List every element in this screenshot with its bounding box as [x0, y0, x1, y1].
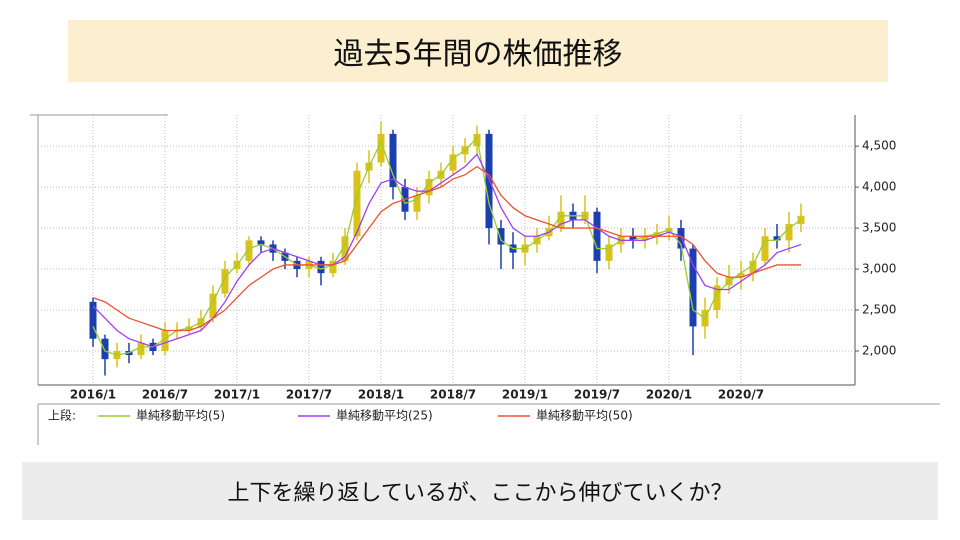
legend-label: 単純移動平均(25) [336, 409, 433, 423]
x-tick-label: 2019/7 [574, 388, 620, 402]
candle-body [449, 154, 457, 171]
x-tick-label: 2018/7 [430, 388, 476, 402]
candle-body [317, 260, 325, 274]
candle-body [689, 248, 697, 327]
x-tick-label: 2018/1 [358, 388, 404, 402]
x-tick-label: 2019/1 [502, 388, 548, 402]
x-tick-label: 2017/1 [214, 388, 260, 402]
candle-body [353, 170, 361, 237]
candle-body [713, 285, 721, 311]
moving-average-line [92, 165, 801, 332]
legend-label: 単純移動平均(50) [536, 409, 633, 423]
candle-body [389, 133, 397, 188]
candle-body [329, 260, 337, 274]
candle-body [737, 273, 745, 278]
candle-body [161, 330, 169, 351]
y-tick-label: 4,500 [862, 139, 896, 153]
candle-body [377, 133, 385, 163]
candle-body [641, 236, 649, 241]
candle-body [425, 178, 433, 196]
x-tick-label: 2016/1 [70, 388, 116, 402]
y-tick-label: 3,500 [862, 221, 896, 235]
legend-title: 上段: [48, 408, 76, 423]
y-tick-label: 4,000 [862, 180, 896, 194]
x-tick-label: 2020/7 [718, 388, 764, 402]
candle-body [485, 133, 493, 229]
x-tick-label: 2020/1 [646, 388, 692, 402]
candle-body [341, 236, 349, 261]
moving-average-line [92, 136, 802, 356]
candle-body [221, 269, 229, 294]
candle-body [209, 293, 217, 319]
candle-body [413, 195, 421, 212]
candle-body [605, 244, 613, 261]
x-tick-label: 2017/7 [286, 388, 332, 402]
candle-body [557, 211, 565, 229]
y-tick-label: 3,000 [862, 262, 896, 276]
candle-body [749, 260, 757, 274]
candle-body [677, 228, 685, 249]
candle-body [257, 240, 265, 245]
candle-body [497, 228, 505, 245]
candle-body [761, 236, 769, 261]
candle-body [89, 301, 97, 339]
candle-body [101, 338, 109, 360]
candle-body [629, 236, 637, 241]
slide-title: 過去5年間の株価推移 [68, 20, 888, 82]
y-tick-label: 2,000 [862, 343, 896, 357]
candle-body [773, 236, 781, 241]
legend-label: 単純移動平均(5) [136, 409, 225, 423]
candle-body [137, 342, 145, 356]
caption: 上下を繰り返しているが、ここから伸びていくか？ [22, 462, 938, 520]
x-tick-label: 2016/7 [142, 388, 188, 402]
y-tick-label: 2,500 [862, 303, 896, 317]
candle-body [785, 223, 793, 241]
candle-body [593, 211, 601, 261]
candle-body [245, 240, 253, 261]
